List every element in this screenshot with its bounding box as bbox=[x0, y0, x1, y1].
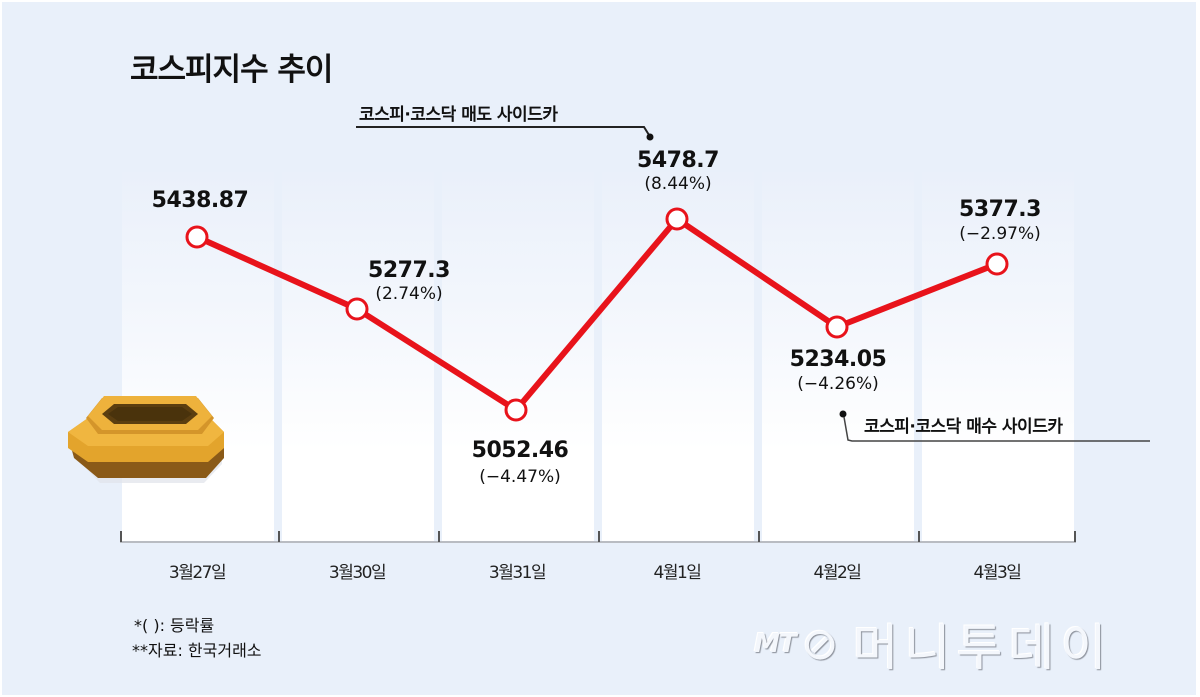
logo-name-text: 머니투데이 bbox=[852, 619, 1113, 677]
change-label: (−4.47%) bbox=[479, 467, 561, 487]
column-band bbox=[442, 172, 594, 542]
moneytoday-logo: MT ⊘ 머니투데이 bbox=[754, 614, 1112, 678]
kospi-line bbox=[195, 216, 999, 413]
data-marker bbox=[985, 252, 1009, 276]
x-label: 4월1일 bbox=[653, 563, 702, 583]
value-label: 5438.87 bbox=[151, 188, 249, 213]
sell-sidecar-leader bbox=[356, 126, 650, 136]
chart-title: 코스피지수 추이 bbox=[130, 52, 333, 88]
x-label: 3월31일 bbox=[488, 563, 547, 583]
change-label: (−4.26%) bbox=[797, 374, 879, 394]
change-label: (8.44%) bbox=[644, 174, 712, 194]
column-band bbox=[282, 172, 434, 542]
column-band bbox=[922, 172, 1074, 542]
x-axis-tick bbox=[918, 531, 920, 542]
buy-sidecar-leader bbox=[843, 416, 1150, 442]
x-axis-tick bbox=[438, 531, 440, 542]
x-label: 3월27일 bbox=[168, 563, 227, 583]
data-marker bbox=[825, 315, 849, 339]
x-label: 3월30일 bbox=[328, 563, 387, 583]
data-marker bbox=[345, 297, 369, 321]
change-label: (2.74%) bbox=[375, 284, 443, 304]
sell-sidecar-annotation: 코스피·코스닥 매도 사이드카 bbox=[359, 105, 558, 125]
value-label: 5234.05 bbox=[789, 347, 887, 372]
sell-sidecar-dot bbox=[646, 133, 654, 141]
logo-mt-text: MT bbox=[754, 629, 797, 659]
footnote-change-rate: *( ): 등락률 bbox=[134, 616, 215, 635]
data-marker bbox=[185, 225, 209, 249]
x-axis-tick bbox=[278, 531, 280, 542]
value-label: 5377.3 bbox=[959, 197, 1041, 222]
value-label: 5478.7 bbox=[637, 148, 719, 173]
data-marker bbox=[665, 207, 689, 231]
data-marker bbox=[504, 398, 528, 422]
logo-swoosh-icon: ⊘ bbox=[801, 618, 839, 670]
buy-sidecar-annotation: 코스피·코스닥 매수 사이드카 bbox=[864, 417, 1063, 437]
x-label: 4월2일 bbox=[813, 563, 862, 583]
x-axis-tick bbox=[120, 531, 122, 542]
footnote-source: **자료: 한국거래소 bbox=[132, 641, 262, 660]
buy-sidecar-dot bbox=[839, 410, 847, 418]
column-band bbox=[602, 172, 754, 542]
column-band bbox=[762, 172, 914, 542]
value-label: 5052.46 bbox=[471, 438, 569, 463]
x-axis-tick bbox=[1074, 531, 1076, 542]
value-label: 5277.3 bbox=[368, 258, 450, 283]
x-label: 4월3일 bbox=[973, 563, 1022, 583]
x-axis-tick bbox=[758, 531, 760, 542]
x-axis bbox=[120, 541, 1076, 543]
change-label: (−2.97%) bbox=[959, 224, 1041, 244]
x-axis-tick bbox=[598, 531, 600, 542]
